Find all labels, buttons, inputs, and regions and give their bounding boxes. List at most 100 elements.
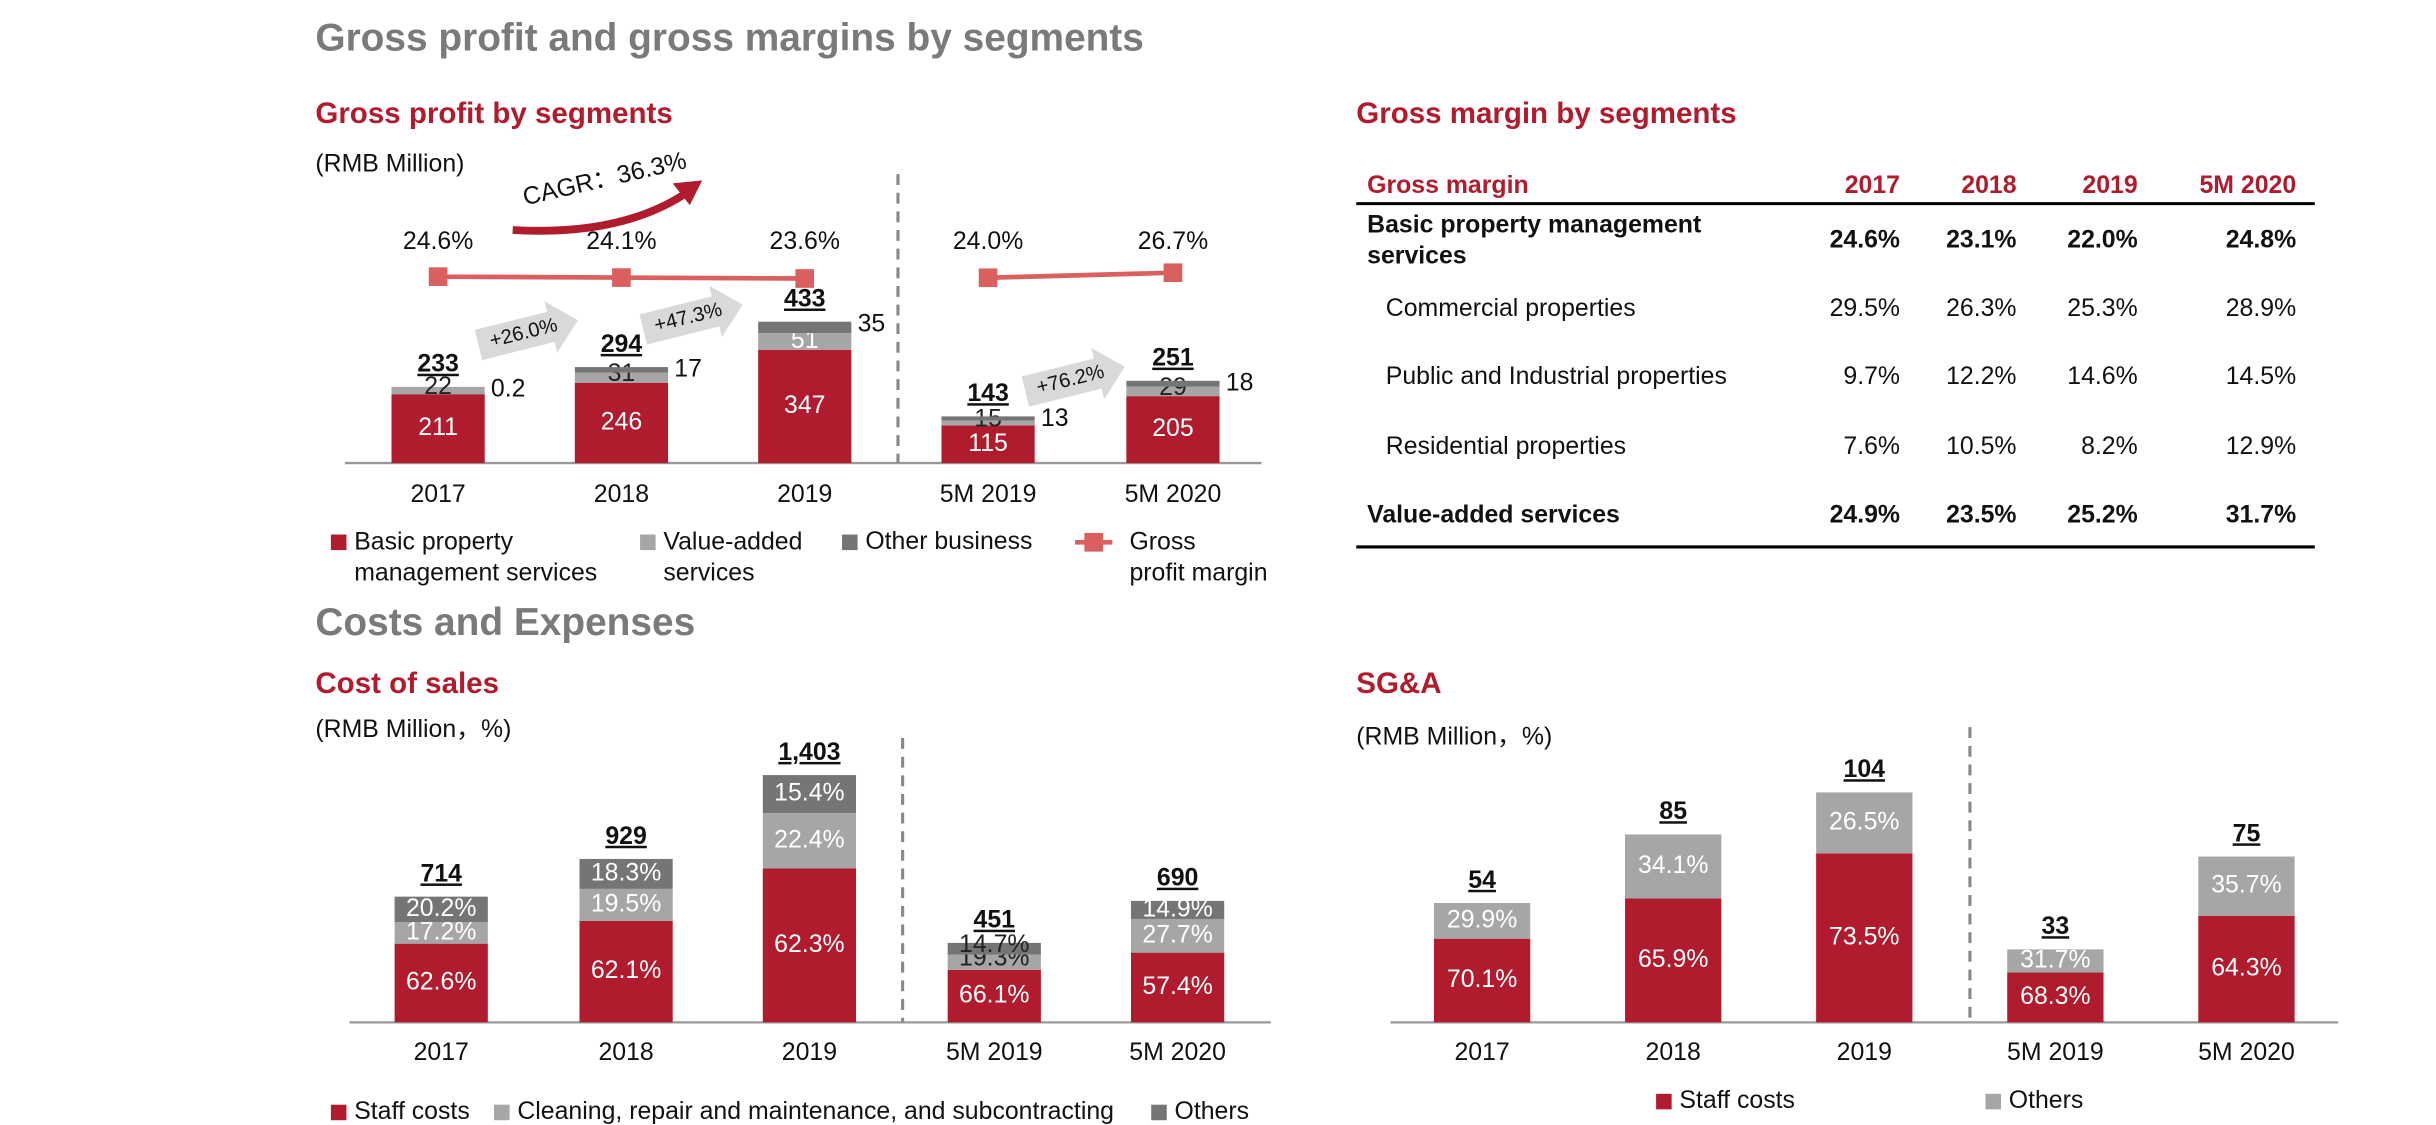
growth-arrow: +26.0% (474, 301, 578, 361)
legend-swatch (330, 534, 347, 551)
bar-segment (1433, 902, 1531, 939)
cell: 23.5% (1946, 501, 2016, 528)
line-marker (612, 268, 631, 287)
value-label: 17 (674, 356, 702, 383)
value-label: 62.6% (406, 969, 476, 996)
table-header: Gross margin (1367, 172, 1529, 199)
value-label: 15.4% (774, 780, 844, 807)
row-label: Public and Industrial properties (1386, 363, 1727, 390)
cell: 29.5% (1830, 295, 1900, 322)
cagr-arrow (512, 189, 689, 235)
bar-segment (579, 920, 673, 1023)
bar-segment (1126, 396, 1220, 464)
growth-arrow-shape (474, 301, 578, 361)
cell: 24.9% (1830, 501, 1900, 528)
legend-label: Other business (865, 528, 1032, 555)
x-tick-label: 5M 2020 (1125, 481, 1222, 508)
legend-label: Others (1174, 1098, 1249, 1125)
value-label: 205 (1152, 415, 1193, 442)
table-header: 5M 2020 (2199, 172, 2296, 199)
bar-segment (762, 868, 857, 1023)
line-marker (978, 268, 998, 288)
x-tick-label: 5M 2019 (2007, 1039, 2104, 1066)
bar-segment (579, 888, 673, 921)
total-label: 929 (605, 823, 646, 850)
line-marker (428, 267, 448, 286)
value-label: 22.4% (774, 826, 844, 853)
line-marker (795, 269, 815, 288)
x-tick-label: 2017 (1454, 1039, 1509, 1066)
cell: 22.0% (2067, 226, 2137, 253)
x-tick-label: 5M 2019 (940, 481, 1037, 508)
total-label: 714 (420, 860, 462, 887)
cell: 14.6% (2067, 363, 2137, 390)
legend-label: Value-added services (663, 528, 809, 586)
bar-segment (1126, 386, 1220, 397)
value-label: 35 (858, 310, 886, 337)
value-label: 73.5% (1829, 923, 1899, 950)
bar-segment (391, 386, 485, 395)
value-label: 14.7% (959, 931, 1029, 958)
total-label: 690 (1157, 865, 1198, 892)
total-label: 54 (1468, 867, 1496, 894)
value-label: 65.9% (1638, 946, 1708, 973)
legend-swatch (842, 534, 858, 551)
bar-segment (758, 333, 852, 350)
bar-segment (1126, 380, 1220, 387)
x-tick-label: 2018 (594, 481, 649, 508)
chart-title: Cost of sales (315, 667, 499, 700)
legend-marker (1084, 532, 1104, 552)
legend-swatch (640, 534, 656, 551)
row-label: Basic property management services (1367, 211, 1708, 269)
value-label: 14.9% (1142, 895, 1212, 922)
cell: 24.6% (1830, 226, 1900, 253)
total-label: 251 (1152, 345, 1194, 372)
value-label: 18 (1226, 369, 1254, 396)
bar-segment (947, 969, 1041, 1023)
value-label: 62.3% (774, 931, 844, 958)
value-label: 18.3% (591, 859, 661, 886)
bar-segment (574, 372, 669, 383)
legend-label: Gross profit margin (1129, 528, 1267, 586)
value-label: 68.3% (2020, 983, 2090, 1010)
legend-label: Staff costs (354, 1098, 470, 1125)
total-label: 1,403 (778, 739, 840, 766)
row-label: Value-added services (1367, 501, 1620, 528)
bar-segment (394, 943, 488, 1023)
bar-segment (394, 922, 488, 944)
line-label: 23.6% (770, 228, 840, 255)
unit-label: (RMB Million，%) (315, 716, 511, 743)
bar-segment (758, 349, 852, 464)
line-series (988, 270, 1174, 281)
bar-segment (574, 367, 669, 373)
legend-swatch (1985, 1093, 2001, 1110)
x-tick-label: 5M 2020 (1129, 1039, 1226, 1066)
cell: 25.3% (2067, 295, 2137, 322)
cell: 31.7% (2226, 501, 2296, 528)
row-label: Residential properties (1386, 433, 1626, 460)
value-label: 70.1% (1447, 966, 1517, 993)
unit-label: (RMB Million，%) (1356, 724, 1552, 751)
value-label: 34.1% (1638, 852, 1708, 879)
chart-title: Gross profit by segments (315, 97, 672, 130)
total-label: 104 (1844, 756, 1886, 783)
value-label: 31 (608, 360, 636, 387)
value-label: 246 (601, 408, 642, 435)
bar-segment (1625, 834, 1722, 899)
total-label: 75 (2233, 820, 2261, 847)
total-label: 451 (974, 907, 1016, 934)
x-tick-label: 2017 (410, 481, 465, 508)
x-tick-label: 2018 (598, 1039, 653, 1066)
cell: 8.2% (2081, 433, 2138, 460)
value-label: 35.7% (2211, 872, 2281, 899)
total-label: 433 (784, 286, 825, 313)
growth-arrow: +76.2% (1021, 347, 1125, 407)
bar-segment (391, 394, 485, 464)
bar-segment (2007, 949, 2104, 973)
value-label: 17.2% (406, 918, 476, 945)
legend-label: Basic property management services (354, 528, 597, 586)
legend-swatch (1151, 1104, 1167, 1121)
bar-segment (574, 382, 669, 464)
total-label: 233 (417, 351, 458, 378)
